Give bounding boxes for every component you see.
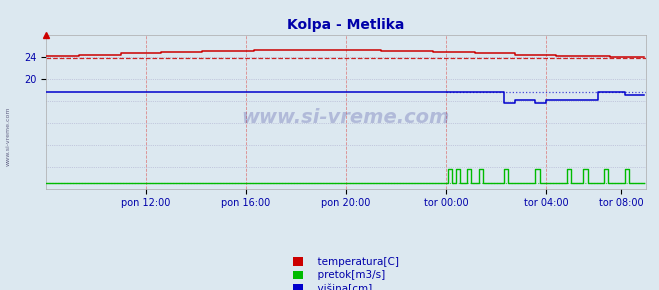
- Text: www.si-vreme.com: www.si-vreme.com: [242, 108, 450, 127]
- Text: www.si-vreme.com: www.si-vreme.com: [5, 106, 11, 166]
- Title: Kolpa - Metlika: Kolpa - Metlika: [287, 18, 405, 32]
- Legend:   temperatura[C],   pretok[m3/s],   višina[cm]: temperatura[C], pretok[m3/s], višina[cm]: [293, 257, 399, 290]
